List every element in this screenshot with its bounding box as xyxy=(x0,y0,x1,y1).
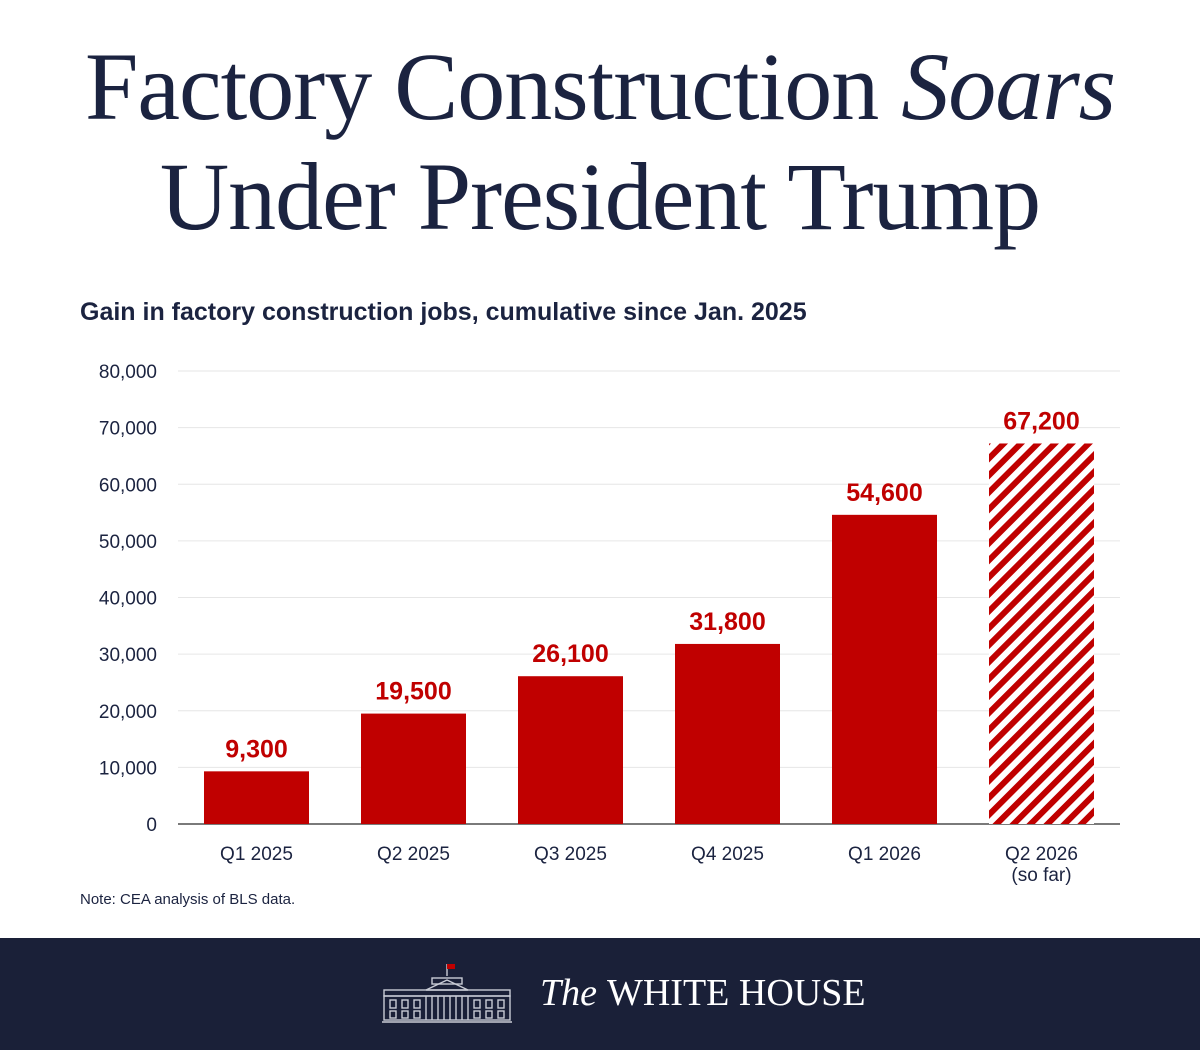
wordmark-name: WHITE HOUSE xyxy=(607,972,866,1014)
chart-subtitle: Gain in factory construction jobs, cumul… xyxy=(80,298,807,326)
source-note: Note: CEA analysis of BLS data. xyxy=(80,891,296,908)
category-label: Q3 2025 xyxy=(534,844,607,865)
bar-value-label: 26,100 xyxy=(532,640,608,668)
wordmark-the: The xyxy=(540,972,597,1014)
y-tick-label: 40,000 xyxy=(99,589,157,610)
category-label: (so far) xyxy=(1011,865,1071,886)
y-tick-label: 30,000 xyxy=(99,645,157,666)
category-label: Q1 2026 xyxy=(848,844,921,865)
bar-value-label: 67,200 xyxy=(1003,407,1079,435)
y-tick-label: 60,000 xyxy=(99,475,157,496)
y-tick-label: 10,000 xyxy=(99,758,157,779)
headline-line-2: Under President Trump xyxy=(159,143,1041,250)
data-labels: 9,300 19,500 26,100 31,800 54,600 67,200 xyxy=(225,407,1080,763)
y-tick-label: 50,000 xyxy=(99,532,157,553)
bar xyxy=(832,514,937,824)
category-label: Q2 2026 xyxy=(1005,844,1078,865)
y-tick-label: 0 xyxy=(146,815,157,836)
bar-value-label: 9,300 xyxy=(225,735,288,763)
gridlines xyxy=(178,370,1120,825)
bar xyxy=(361,713,466,824)
white-house-building-icon xyxy=(382,964,512,1023)
bar-chart: 0 10,000 20,000 30,000 40,000 50,000 60,000 70,… xyxy=(99,362,1120,886)
bar-value-label: 54,600 xyxy=(846,479,922,507)
y-axis-tick-labels: 0 10,000 20,000 30,000 40,000 50,000 60,000 70,… xyxy=(99,362,157,836)
headline-plain-text: Factory Construction xyxy=(85,33,902,140)
bar xyxy=(675,643,780,824)
footer-brand: The WHITE HOUSE xyxy=(380,958,866,1028)
bar xyxy=(518,676,623,824)
headline: Factory Construction Soars Under Preside… xyxy=(0,32,1200,252)
y-tick-label: 80,000 xyxy=(99,362,157,383)
y-tick-label: 70,000 xyxy=(99,419,157,440)
bar-value-label: 31,800 xyxy=(689,608,765,636)
category-label: Q1 2025 xyxy=(220,844,293,865)
bar-hatched xyxy=(989,443,1094,824)
category-label: Q2 2025 xyxy=(377,844,450,865)
bar xyxy=(204,771,309,824)
headline-italic-word: Soars xyxy=(901,33,1116,140)
headline-line-1: Factory Construction Soars xyxy=(0,32,1200,142)
category-label: Q4 2025 xyxy=(691,844,764,865)
y-tick-label: 20,000 xyxy=(99,702,157,723)
footer: The WHITE HOUSE xyxy=(0,938,1200,1050)
bars xyxy=(204,443,1094,824)
x-axis-category-labels: Q1 2025 Q2 2025 Q3 2025 Q4 2025 Q1 2026 Q2 20… xyxy=(220,844,1078,886)
white-house-wordmark: The WHITE HOUSE xyxy=(540,971,866,1015)
bar-value-label: 19,500 xyxy=(375,678,451,706)
